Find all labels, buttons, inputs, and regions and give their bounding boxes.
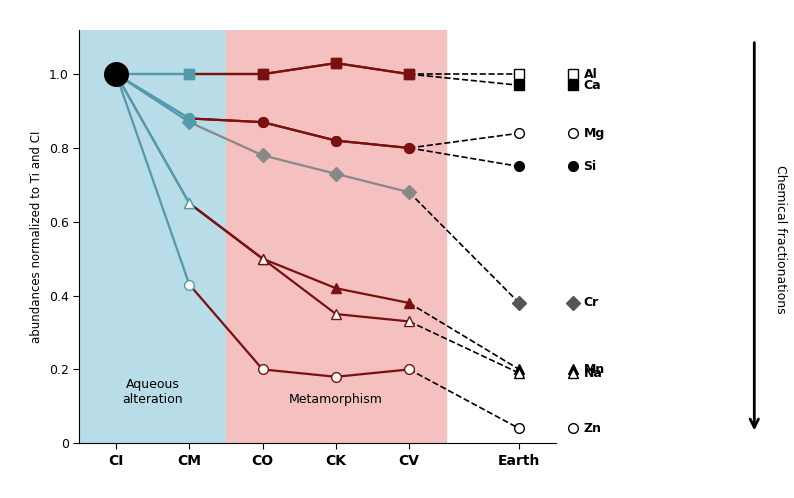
Text: Al: Al bbox=[584, 68, 597, 81]
Text: Chemical fractionations: Chemical fractionations bbox=[774, 165, 787, 313]
Text: Ca: Ca bbox=[584, 79, 601, 92]
Text: Si: Si bbox=[584, 160, 597, 173]
Text: Mg: Mg bbox=[584, 126, 605, 140]
Text: Na: Na bbox=[584, 367, 603, 379]
Bar bbox=[79, 30, 226, 443]
Text: Aqueous
alteration: Aqueous alteration bbox=[122, 378, 183, 406]
Text: Cr: Cr bbox=[584, 296, 599, 309]
Y-axis label: abundances normalized to Ti and CI: abundances normalized to Ti and CI bbox=[30, 130, 44, 343]
Text: Mn: Mn bbox=[584, 363, 605, 376]
Text: Zn: Zn bbox=[584, 422, 602, 435]
Text: Metamorphism: Metamorphism bbox=[289, 393, 383, 406]
Bar bbox=[226, 30, 446, 443]
